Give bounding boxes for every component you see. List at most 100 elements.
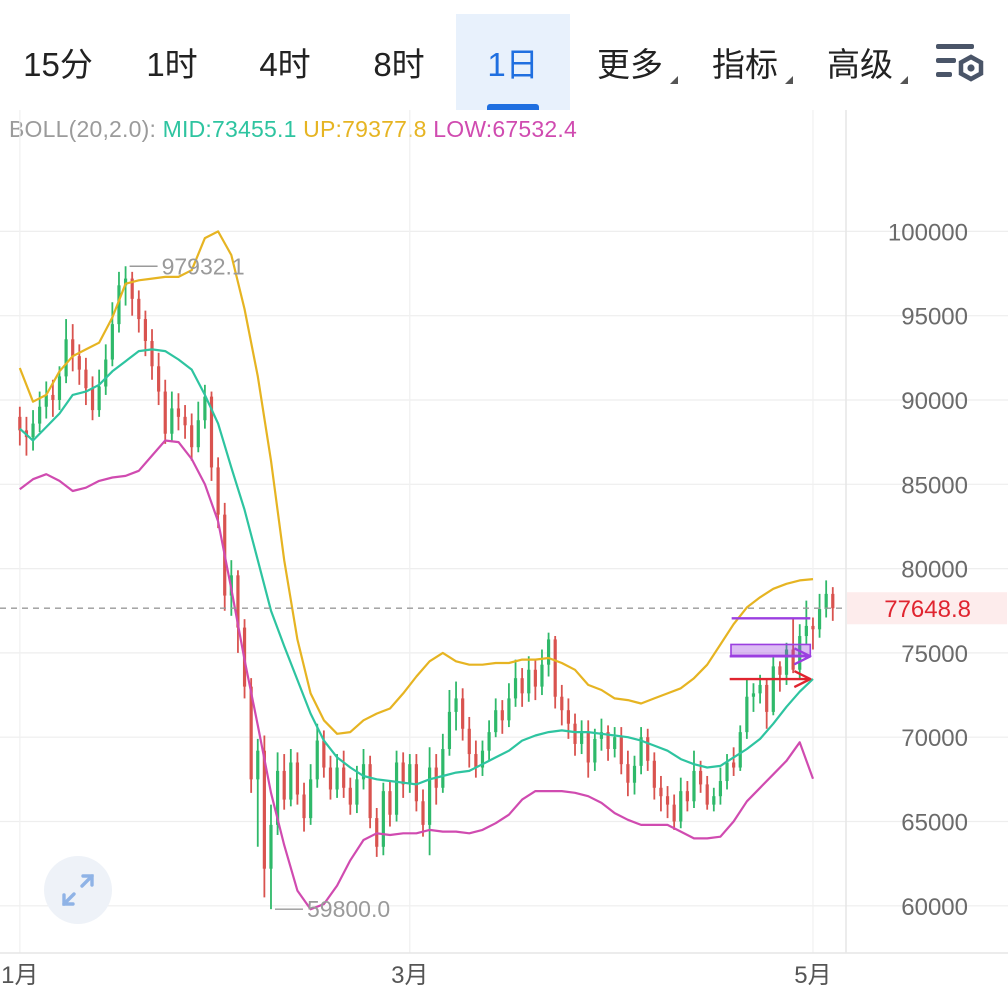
candle [725, 754, 729, 790]
candle-body [447, 711, 452, 749]
tab-label: 更多 [597, 46, 663, 83]
tab-indicators[interactable]: 指标 [695, 14, 795, 110]
candle [474, 740, 478, 778]
candle-body [817, 609, 822, 630]
candle-body [143, 319, 148, 341]
candle [196, 401, 200, 453]
candle [480, 740, 485, 776]
tab-1d[interactable]: 1日 [456, 14, 570, 110]
candle [632, 755, 637, 795]
tab-label: 15分 [23, 46, 93, 83]
candle-body [454, 698, 458, 712]
candle-body [626, 764, 630, 783]
candle-body [520, 678, 524, 694]
candle-body [408, 764, 412, 785]
candle [494, 698, 498, 738]
candle-body [824, 593, 828, 610]
tab-advanced[interactable]: 高级 [810, 14, 910, 110]
candle [646, 728, 650, 771]
candle-body [57, 376, 62, 400]
y-tick-label: 70000 [901, 725, 968, 752]
caret-down-icon [670, 76, 678, 84]
candle [500, 700, 504, 734]
candle-body [216, 467, 220, 515]
candle [553, 636, 557, 709]
tab-more[interactable]: 更多 [580, 14, 680, 110]
candle-body [18, 416, 22, 431]
candle-body [137, 298, 141, 320]
last-price-tag [847, 592, 1007, 625]
candle [143, 310, 148, 357]
candle [540, 649, 544, 696]
candle-body [163, 391, 167, 434]
candle-body [381, 791, 385, 847]
boll-low-line [19, 439, 815, 911]
drawing-arrow-head [793, 647, 812, 666]
tab-4h[interactable]: 4时 [228, 14, 342, 110]
tab-15m[interactable]: 15分 [0, 14, 116, 110]
candle-body [778, 666, 782, 675]
candle [652, 752, 656, 800]
candle-body [791, 649, 795, 670]
candle [388, 781, 392, 827]
drawing-arrow-head [793, 669, 812, 689]
candle-body [513, 678, 518, 699]
candle [791, 617, 795, 674]
candle [216, 457, 220, 529]
candle-body [209, 396, 214, 468]
candle-body [84, 369, 88, 389]
candle-body [474, 754, 478, 768]
candle-body [804, 625, 808, 637]
candle-body [553, 639, 557, 697]
candle [626, 750, 630, 797]
boll-label: BOLL(20,2.0): [9, 116, 157, 142]
candle-body [315, 740, 319, 780]
candle [593, 728, 597, 771]
y-tick-label: 60000 [901, 894, 968, 921]
candle [381, 782, 385, 856]
candle-body [414, 764, 418, 802]
candle-body [71, 339, 75, 357]
caret-down-icon [785, 76, 793, 84]
candlestick-chart[interactable]: 1月 3月 5月 100000 95000 90000 85000 80000 75000 70… [0, 110, 1008, 1005]
chart-settings-icon[interactable] [934, 40, 986, 84]
candle-body [732, 762, 736, 768]
candle-body [586, 732, 590, 763]
boll-bands [18, 230, 815, 911]
boll-mid-line [19, 348, 814, 786]
candle-body [401, 762, 405, 785]
low-price-label: 59800.0 [307, 896, 390, 922]
candle-body [295, 762, 300, 795]
candle-body [672, 804, 676, 822]
candle-body [540, 664, 544, 687]
fullscreen-button[interactable] [44, 856, 112, 924]
candle-body [249, 686, 253, 780]
candle [77, 344, 81, 385]
candle [342, 750, 346, 798]
boll-low-value: LOW:67532.4 [433, 116, 577, 142]
candle-body [685, 791, 689, 802]
candle-body [150, 340, 154, 367]
candle [520, 668, 524, 707]
tab-label: 指标 [712, 46, 778, 83]
tab-1h[interactable]: 1时 [116, 14, 228, 110]
candle [778, 661, 782, 692]
candle [751, 683, 756, 712]
candle [718, 767, 723, 805]
candle-body [441, 748, 445, 788]
candle-body [745, 696, 749, 733]
candle [745, 679, 749, 739]
candle-body [77, 356, 81, 370]
candle [104, 344, 108, 395]
boll-up-line [18, 230, 814, 735]
tab-8h[interactable]: 8时 [342, 14, 456, 110]
candle [804, 600, 808, 645]
candle [90, 376, 95, 421]
candle-body [176, 408, 181, 417]
candle-body [421, 801, 425, 825]
candle-body [698, 770, 703, 785]
candle-body [289, 762, 293, 800]
candle [441, 733, 445, 793]
candle-body [348, 787, 352, 805]
candle [824, 580, 828, 618]
